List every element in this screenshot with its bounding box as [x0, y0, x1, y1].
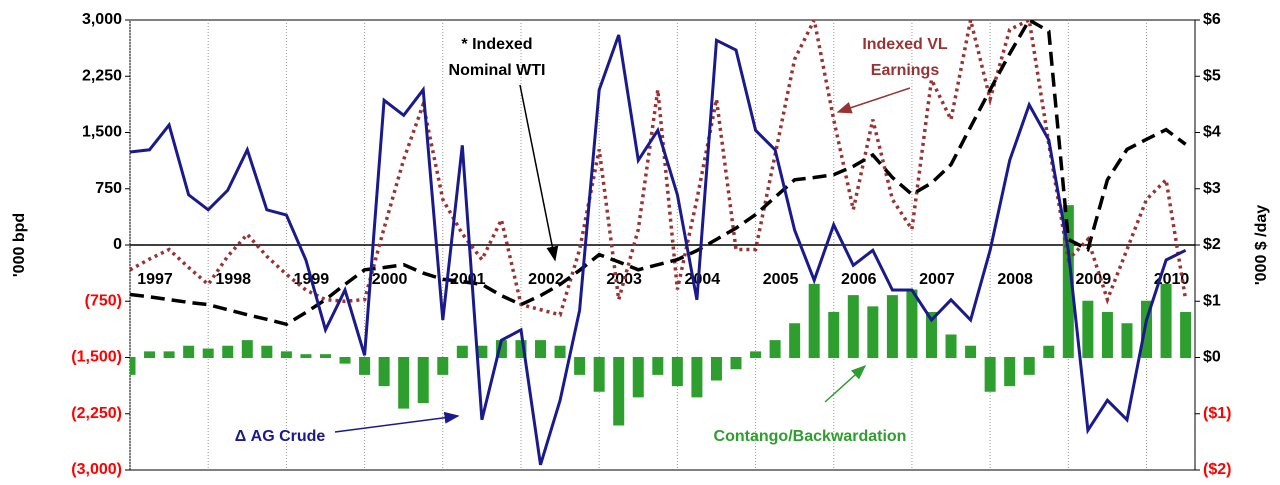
bar	[769, 340, 781, 358]
bar	[163, 351, 175, 358]
y-tick-label: 3,000	[82, 11, 122, 28]
bar	[535, 340, 547, 358]
y2-tick-label: $0	[1203, 349, 1221, 366]
y2-tick-label: ($1)	[1203, 405, 1231, 422]
bar	[437, 357, 449, 375]
line-series	[130, 20, 1188, 317]
bar	[319, 354, 331, 358]
bar	[456, 345, 468, 358]
bar	[222, 345, 234, 358]
y-tick-label: (3,000)	[71, 461, 122, 478]
annotation: Earnings	[871, 62, 940, 79]
bar	[202, 348, 214, 358]
bar	[984, 357, 996, 392]
y-tick-label: (1,500)	[71, 349, 122, 366]
x-tick-label: 2008	[997, 271, 1033, 288]
x-tick-label: 2005	[763, 271, 799, 288]
bar	[261, 345, 273, 358]
y-tick-label: 1,500	[82, 124, 122, 141]
annotation-arrow	[334, 411, 460, 433]
bar	[789, 323, 801, 358]
x-tick-label: 1998	[215, 271, 251, 288]
bar	[1023, 357, 1035, 375]
annotation: Indexed VL	[862, 36, 948, 53]
bar	[280, 351, 292, 358]
x-tick-label: 2002	[528, 271, 564, 288]
y2-axis-title: '000 $ /day	[1253, 205, 1270, 285]
bar	[241, 340, 253, 358]
bar	[828, 312, 840, 358]
y-tick-label: 750	[95, 180, 122, 197]
y-tick-label: 2,250	[82, 67, 122, 84]
bar	[945, 334, 957, 358]
y2-tick-label: $1	[1203, 292, 1221, 309]
annotation: Contango/Backwardation	[714, 428, 907, 445]
annotation-arrow	[519, 84, 559, 262]
x-tick-label: 1997	[137, 271, 173, 288]
bar	[613, 357, 625, 426]
y-tick-label: 0	[113, 236, 122, 253]
bar	[847, 295, 859, 358]
bar	[1121, 323, 1133, 358]
plot-layer	[130, 20, 1192, 466]
bar	[906, 289, 918, 358]
bar	[554, 345, 566, 358]
bar	[1141, 300, 1153, 358]
bar	[1062, 205, 1074, 358]
y2-tick-label: $3	[1203, 180, 1221, 197]
bar	[710, 357, 722, 381]
bar	[130, 357, 136, 375]
x-tick-label: 2007	[919, 271, 955, 288]
y2-tick-label: $6	[1203, 11, 1221, 28]
bar	[750, 351, 762, 358]
bar	[515, 340, 527, 358]
bar	[144, 351, 156, 358]
bar	[1180, 312, 1192, 358]
annotation: Δ AG Crude	[235, 428, 326, 445]
line-series	[130, 20, 1187, 327]
bar	[886, 295, 898, 358]
bar	[359, 357, 371, 375]
bar	[1004, 357, 1016, 387]
y2-tick-label: $5	[1203, 67, 1221, 84]
annotation-arrow	[824, 364, 867, 403]
y-tick-label: (750)	[85, 292, 122, 309]
bar	[1082, 300, 1094, 358]
bar	[867, 306, 879, 358]
x-tick-label: 2009	[1076, 271, 1112, 288]
bar	[339, 357, 351, 364]
bar	[730, 357, 742, 370]
x-tick-label: 2004	[685, 271, 721, 288]
y-tick-label: (2,250)	[71, 405, 122, 422]
annotation: * Indexed	[461, 36, 532, 53]
bar	[183, 345, 195, 358]
annotation: Nominal WTI	[449, 62, 546, 79]
y2-tick-label: $2	[1203, 236, 1221, 253]
x-tick-label: 2006	[841, 271, 877, 288]
bar	[1160, 283, 1172, 358]
bar	[808, 283, 820, 358]
bar	[632, 357, 644, 398]
y-axis-title: '000 bpd	[11, 213, 28, 277]
bar	[671, 357, 683, 387]
bar	[378, 357, 390, 387]
bar	[652, 357, 664, 375]
y2-tick-label: $4	[1203, 124, 1221, 141]
line-series	[130, 34, 1187, 466]
bar	[593, 357, 605, 392]
bar	[1043, 345, 1055, 358]
bar	[300, 354, 312, 358]
bar	[398, 357, 410, 409]
bar	[925, 312, 937, 358]
bar	[1101, 312, 1113, 358]
bar	[417, 357, 429, 403]
bar	[691, 357, 703, 398]
y2-tick-label: ($2)	[1203, 461, 1231, 478]
x-tick-label: 2003	[606, 271, 642, 288]
bar	[965, 345, 977, 358]
annotation-arrow	[836, 87, 911, 114]
x-tick-label: 2000	[372, 271, 408, 288]
bar	[574, 357, 586, 375]
